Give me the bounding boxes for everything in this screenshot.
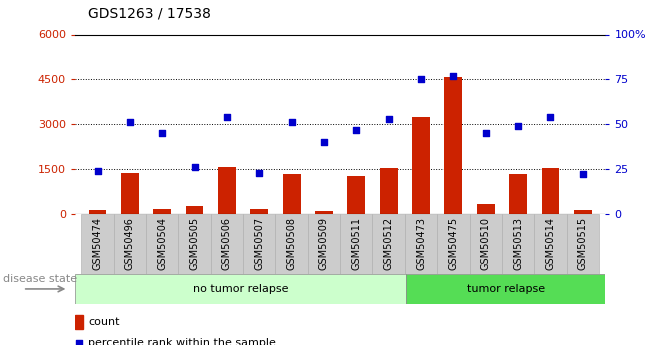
Bar — [283, 174, 301, 214]
Point — [480, 130, 491, 136]
Text: GSM50512: GSM50512 — [383, 217, 394, 270]
Point — [286, 120, 297, 125]
Bar — [412, 117, 430, 214]
Bar — [340, 214, 372, 274]
Bar — [243, 214, 275, 274]
Point — [189, 165, 200, 170]
Bar — [372, 214, 405, 274]
Bar — [114, 214, 146, 274]
Bar — [574, 210, 592, 214]
Bar — [146, 214, 178, 274]
Text: GSM50504: GSM50504 — [157, 217, 167, 270]
Bar — [566, 214, 599, 274]
Text: GSM50496: GSM50496 — [125, 217, 135, 270]
Text: no tumor relapse: no tumor relapse — [193, 284, 288, 294]
Bar — [405, 214, 437, 274]
Text: GSM50505: GSM50505 — [189, 217, 200, 270]
Bar — [502, 214, 534, 274]
Text: GSM50507: GSM50507 — [255, 217, 264, 270]
Bar — [218, 167, 236, 214]
Point — [351, 127, 361, 132]
Point — [383, 116, 394, 121]
Text: GSM50508: GSM50508 — [286, 217, 297, 270]
Bar — [81, 214, 114, 274]
Text: GSM50511: GSM50511 — [352, 217, 361, 270]
Bar — [121, 172, 139, 214]
Text: GSM50506: GSM50506 — [222, 217, 232, 270]
Point — [157, 130, 167, 136]
Text: disease state: disease state — [3, 274, 77, 284]
Point — [577, 172, 588, 177]
Text: GSM50473: GSM50473 — [416, 217, 426, 270]
Point — [448, 73, 458, 79]
Bar — [275, 214, 308, 274]
Bar — [308, 214, 340, 274]
Text: count: count — [88, 317, 119, 327]
Point — [74, 340, 84, 345]
Bar — [445, 77, 462, 214]
Bar — [186, 206, 204, 214]
Text: GSM50474: GSM50474 — [92, 217, 102, 270]
Text: percentile rank within the sample: percentile rank within the sample — [88, 338, 276, 345]
Bar — [75, 315, 83, 329]
Point — [254, 170, 264, 175]
Bar — [315, 210, 333, 214]
Bar — [211, 214, 243, 274]
Point — [222, 114, 232, 120]
Point — [513, 123, 523, 129]
Text: GSM50510: GSM50510 — [480, 217, 491, 270]
Bar — [437, 214, 469, 274]
Bar — [509, 175, 527, 214]
Text: GSM50514: GSM50514 — [546, 217, 555, 270]
Point — [319, 139, 329, 145]
Bar — [406, 274, 605, 304]
Bar — [534, 214, 566, 274]
Bar — [89, 210, 106, 214]
Text: GSM50509: GSM50509 — [319, 217, 329, 270]
Text: GSM50515: GSM50515 — [578, 217, 588, 270]
Bar — [469, 214, 502, 274]
Point — [416, 77, 426, 82]
Bar — [154, 209, 171, 214]
Text: GDS1263 / 17538: GDS1263 / 17538 — [88, 7, 211, 21]
Text: tumor relapse: tumor relapse — [467, 284, 545, 294]
Text: GSM50513: GSM50513 — [513, 217, 523, 270]
Bar — [75, 274, 406, 304]
Bar — [178, 214, 211, 274]
Bar — [542, 168, 559, 214]
Bar — [348, 176, 365, 214]
Text: GSM50475: GSM50475 — [449, 217, 458, 270]
Point — [124, 120, 135, 125]
Bar — [251, 209, 268, 214]
Point — [92, 168, 103, 174]
Point — [546, 114, 556, 120]
Bar — [380, 168, 398, 214]
Bar — [477, 204, 495, 214]
